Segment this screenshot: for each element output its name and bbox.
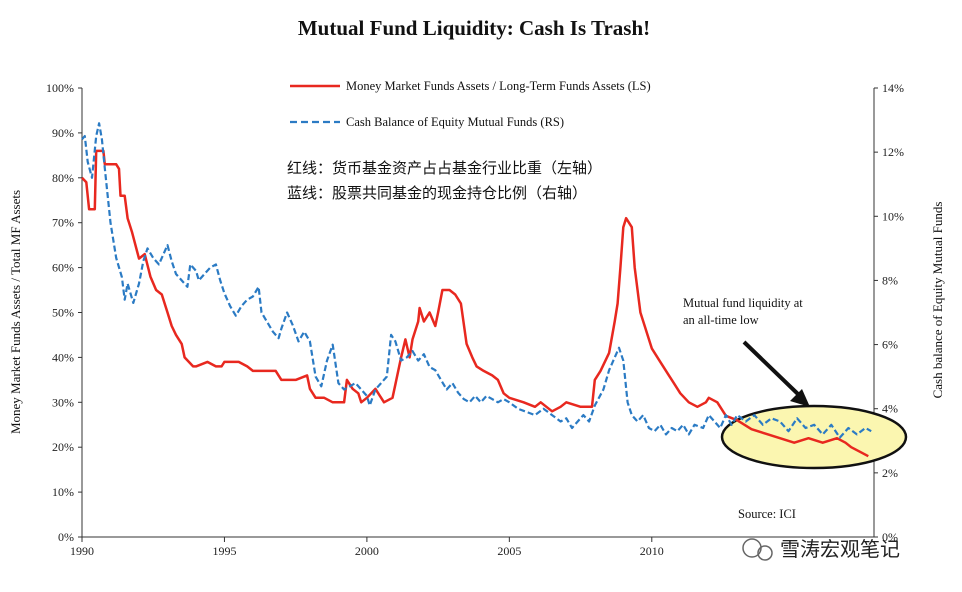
y-tick-right-label: 4%: [882, 402, 898, 416]
watermark-text: 雪涛宏观笔记: [780, 537, 900, 561]
x-tick-label: 2005: [497, 544, 521, 558]
legend: Money Market Funds Assets / Long-Term Fu…: [290, 79, 651, 129]
callout-text-line1: Mutual fund liquidity at: [683, 296, 803, 310]
y-tick-left-label: 10%: [52, 485, 74, 499]
callout-text-line2: an all-time low: [683, 313, 759, 327]
y-tick-left-label: 40%: [52, 350, 74, 364]
y-tick-right-label: 14%: [882, 81, 904, 95]
callout-arrow-shaft: [742, 340, 802, 398]
x-tick-label: 2000: [355, 544, 379, 558]
highlight-ellipse: [720, 404, 908, 470]
y-tick-left-label: 80%: [52, 171, 74, 185]
y-tick-right-label: 6%: [882, 338, 898, 352]
y-tick-right-label: 2%: [882, 466, 898, 480]
chinese-note-red: 红线：货币基金资产占占基金行业比重（左轴）: [287, 159, 602, 177]
source-label: Source: ICI: [738, 507, 796, 521]
series-line-money-market: [81, 149, 869, 458]
x-tick-label: 1990: [70, 544, 94, 558]
x-tick-label: 1995: [212, 544, 236, 558]
y-axis-right-label: Cash balance of Equity Mutual Funds: [930, 202, 945, 399]
wechat-watermark: 雪涛宏观笔记: [742, 537, 900, 561]
y-tick-left-label: 20%: [52, 440, 74, 454]
y-tick-right-label: 8%: [882, 273, 898, 287]
y-tick-left-label: 60%: [52, 261, 74, 275]
legend-blue-label: Cash Balance of Equity Mutual Funds (RS): [346, 115, 564, 129]
y-tick-right-label: 12%: [882, 145, 904, 159]
series-line-equity-cash: [81, 122, 872, 439]
x-tick-label: 2010: [640, 544, 664, 558]
y-tick-left-label: 100%: [46, 81, 74, 95]
y-tick-left-label: 30%: [52, 395, 74, 409]
y-tick-left-label: 90%: [52, 126, 74, 140]
y-tick-left-label: 50%: [52, 306, 74, 320]
y-tick-right-label: 0%: [882, 530, 898, 544]
chinese-note-blue: 蓝线：股票共同基金的现金持仓比例（右轴）: [287, 184, 587, 202]
axes: 0% 10% 20% 30% 40% 50% 60% 70% 80% 90% 100% 0% 2% 4% 6…: [46, 81, 904, 558]
legend-red-label: Money Market Funds Assets / Long-Term Fu…: [346, 79, 651, 93]
wechat-icon-small: [757, 545, 773, 561]
y-tick-left-label: 0%: [58, 530, 74, 544]
chart-title: Mutual Fund Liquidity: Cash Is Trash!: [298, 16, 650, 40]
y-tick-left-label: 70%: [52, 216, 74, 230]
y-axis-left-label: Money Market Funds Assets / Total MF Ass…: [8, 190, 23, 434]
y-tick-right-label: 10%: [882, 209, 904, 223]
callout-arrow-head: [790, 389, 810, 407]
series-layer: [81, 122, 872, 458]
